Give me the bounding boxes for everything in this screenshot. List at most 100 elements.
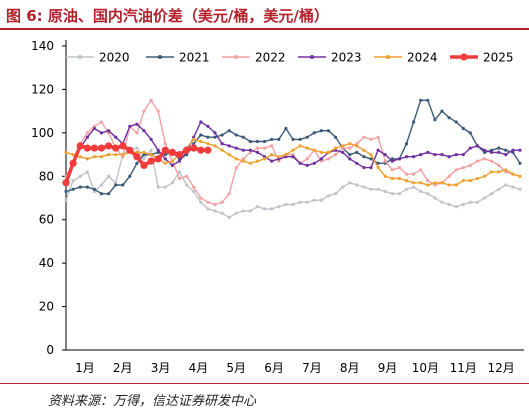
data-point (92, 155, 96, 159)
data-point (383, 159, 387, 163)
legend-label: 2025 (483, 51, 514, 65)
data-point (71, 179, 75, 183)
data-point (447, 174, 451, 178)
data-point (482, 196, 487, 200)
line-chart: 0 20 40 60 80 100 120 140 1月 2月 3月 4月 5月 6月 7月 8月 9月 10月 1… (31, 39, 524, 375)
source-bar: 资料来源：万得，信达证券研发中心 (0, 383, 529, 412)
data-point (220, 200, 224, 204)
data-point (234, 211, 238, 215)
data-point (114, 183, 118, 187)
data-point (412, 181, 416, 185)
data-point (156, 148, 160, 152)
data-point (355, 150, 359, 154)
data-point (440, 153, 444, 157)
data-point (92, 189, 96, 194)
data-point (397, 176, 401, 181)
data-point (341, 144, 345, 148)
data-point (248, 209, 252, 213)
data-point (263, 157, 267, 161)
data-point (369, 157, 373, 161)
data-point (468, 146, 472, 150)
data-point (518, 174, 522, 178)
legend-item-2022: 2022 (222, 51, 286, 65)
data-point (511, 172, 515, 176)
data-point (504, 168, 508, 172)
data-point (461, 202, 465, 207)
data-point (227, 192, 231, 196)
data-point (482, 148, 487, 152)
data-point (518, 161, 522, 165)
data-point (447, 116, 451, 120)
data-point (362, 185, 366, 189)
data-point (213, 131, 217, 135)
data-point (319, 129, 323, 133)
y-tick-label: 80 (39, 169, 54, 183)
data-point (78, 174, 82, 178)
data-point (263, 155, 267, 159)
data-point (241, 209, 245, 213)
data-point (426, 192, 430, 196)
data-point (199, 196, 203, 200)
data-point (213, 144, 217, 148)
data-point (397, 157, 401, 161)
data-point (319, 157, 323, 161)
data-point (511, 150, 515, 154)
data-point (504, 148, 508, 152)
data-point (199, 133, 203, 137)
series-2020 (64, 146, 522, 220)
data-point (126, 146, 134, 154)
data-point (241, 157, 245, 161)
data-point (163, 142, 167, 146)
data-point (277, 205, 281, 209)
data-point (433, 118, 437, 122)
data-point (369, 137, 373, 141)
data-point (348, 153, 352, 157)
data-point (433, 196, 437, 200)
data-point (107, 174, 111, 178)
data-point (341, 185, 345, 189)
source-note: 资料来源：万得，信达证券研发中心 (48, 394, 257, 409)
data-point (248, 148, 252, 152)
data-point (234, 157, 238, 161)
data-point (390, 192, 394, 196)
data-point (305, 163, 309, 167)
data-point (426, 98, 430, 102)
series-2021 (64, 98, 522, 196)
data-point (220, 211, 224, 215)
data-point (284, 202, 288, 207)
data-point (468, 131, 472, 135)
data-point (334, 153, 338, 157)
data-point (482, 174, 487, 178)
data-point (376, 135, 380, 139)
chart-title: 图 6: 原油、国内汽油价差（美元/桶，美元/桶） (6, 7, 329, 25)
data-point (199, 139, 203, 144)
legend-label: 2020 (99, 51, 130, 65)
data-point (497, 163, 501, 167)
data-point (490, 148, 494, 152)
data-point (135, 161, 139, 165)
data-point (204, 146, 212, 154)
data-point (156, 109, 160, 113)
series-2025 (62, 142, 212, 187)
x-tick-label: 1月 (75, 361, 95, 375)
data-point (114, 135, 118, 139)
x-tick-label: 9月 (378, 361, 398, 375)
data-point (390, 159, 394, 163)
data-point (362, 148, 366, 152)
data-point (419, 98, 423, 102)
data-point (326, 157, 331, 161)
data-point (305, 146, 309, 150)
data-point (192, 142, 196, 146)
data-point (475, 176, 479, 181)
series-2024 (64, 137, 522, 187)
legend-label: 2022 (255, 51, 286, 65)
data-point (227, 129, 231, 133)
data-point (511, 148, 515, 152)
data-point (518, 148, 522, 152)
data-point (255, 146, 260, 150)
data-point (220, 148, 224, 152)
legend-swatch-marker (310, 55, 314, 59)
data-point (362, 135, 366, 139)
data-point (277, 137, 281, 141)
data-point (142, 153, 146, 157)
